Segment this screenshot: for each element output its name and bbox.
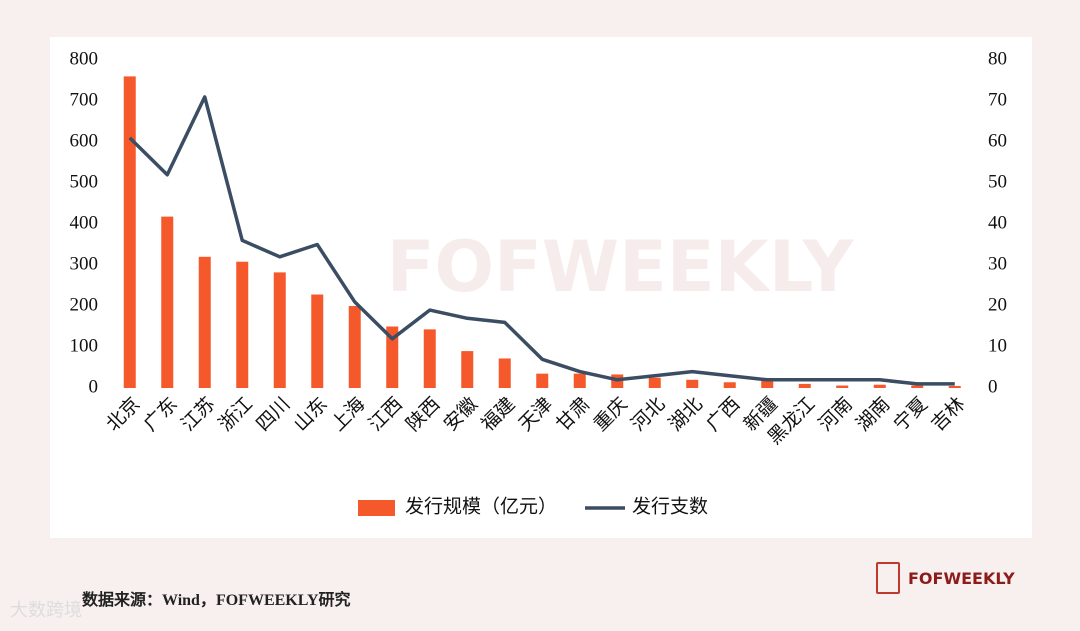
bar [498,358,511,388]
logo-icon [876,562,900,594]
bar [536,373,549,388]
y2-tick-label: 50 [988,171,1007,192]
y-tick-label: 100 [70,335,99,356]
y-tick-label: 0 [89,376,99,397]
bar [798,383,811,388]
bar [236,261,249,388]
y2-tick-label: 0 [988,376,998,397]
legend-swatch [358,500,395,516]
bar [873,384,886,388]
y2-tick-label: 70 [988,89,1007,110]
y2-tick-label: 60 [988,130,1007,151]
y2-tick-label: 30 [988,253,1007,274]
bar [123,76,136,389]
bar [686,379,699,388]
y2-tick-label: 80 [988,48,1007,69]
source-note: 数据来源：Wind，FOFWEEKLY研究 [82,592,351,609]
bar [198,256,211,388]
watermark-2: 大数跨境 [10,600,82,621]
legend-label: 发行规模（亿元） [405,495,557,517]
chart-panel [50,37,1032,538]
bar [911,385,924,388]
bar [273,272,286,388]
logo: FOFWEEKLY [876,562,1015,594]
bar [386,326,399,388]
y-tick-label: 300 [70,253,99,274]
bar [423,329,436,388]
legend-label: 发行支数 [632,495,708,517]
y2-tick-label: 40 [988,212,1007,233]
bar [836,385,849,388]
y2-tick-label: 10 [988,335,1007,356]
logo-text: FOFWEEKLY [908,568,1015,588]
y-tick-label: 800 [70,48,99,69]
y-tick-label: 500 [70,171,99,192]
bar [348,306,361,388]
bar [948,385,961,388]
bar [723,382,736,388]
bar [461,351,474,388]
y-tick-label: 700 [70,89,99,110]
line [128,95,955,386]
bar [648,377,661,388]
bar [761,380,774,388]
y-tick-label: 200 [70,294,99,315]
y2-tick-label: 20 [988,294,1007,315]
y-tick-label: 400 [70,212,99,233]
bar [311,294,324,388]
y-tick-label: 600 [70,130,99,151]
watermark: FOFWEEKLY [387,226,855,308]
bar [573,373,586,388]
bar [161,216,174,388]
